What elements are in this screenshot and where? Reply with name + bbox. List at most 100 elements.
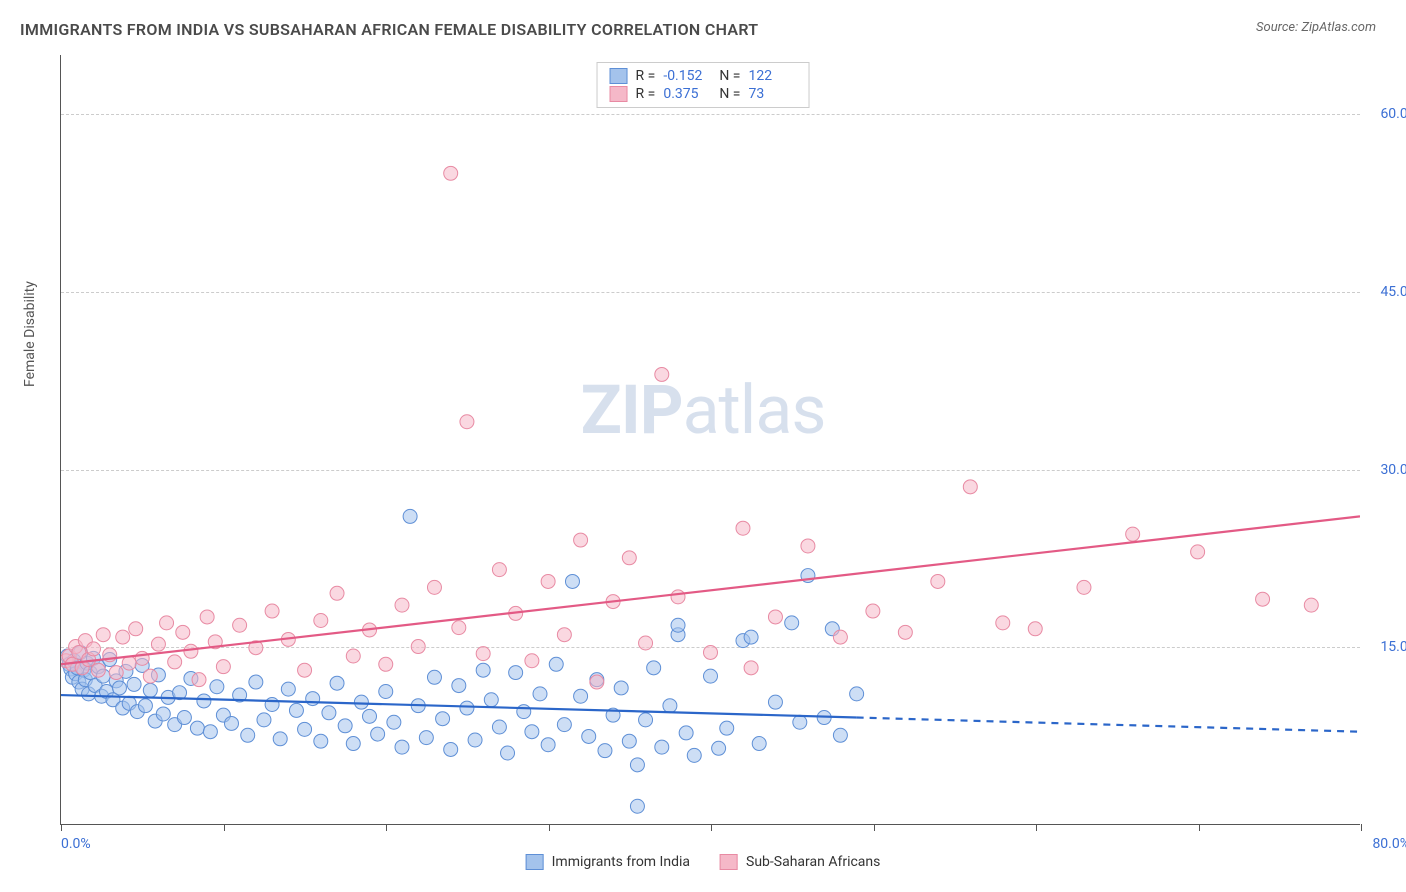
trend-line — [61, 516, 1360, 664]
x-tick — [386, 824, 387, 831]
legend-correlation-box: R =-0.152N =122R =0.375N =73 — [597, 62, 810, 108]
data-point — [395, 740, 409, 754]
data-point — [273, 732, 287, 746]
data-point — [200, 610, 214, 624]
data-point — [346, 649, 360, 663]
data-point — [322, 706, 336, 720]
data-point — [176, 625, 190, 639]
data-point — [143, 669, 157, 683]
y-tick-label: 30.0% — [1380, 462, 1406, 478]
data-point — [314, 734, 328, 748]
y-tick-label: 45.0% — [1380, 284, 1406, 300]
x-tick — [1361, 824, 1362, 831]
data-point — [138, 699, 152, 713]
data-point — [216, 660, 230, 674]
data-point — [768, 610, 782, 624]
r-label: R = — [636, 68, 656, 84]
legend-series: Immigrants from India Sub-Saharan African… — [526, 854, 881, 870]
data-point — [996, 616, 1010, 630]
data-point — [484, 693, 498, 707]
data-point — [109, 666, 123, 680]
data-point — [203, 725, 217, 739]
data-point — [679, 726, 693, 740]
data-point — [533, 687, 547, 701]
legend-swatch — [610, 86, 628, 102]
legend-swatch — [720, 854, 738, 870]
data-point — [444, 742, 458, 756]
data-point — [265, 698, 279, 712]
data-point — [687, 748, 701, 762]
data-point — [233, 618, 247, 632]
data-point — [833, 630, 847, 644]
n-label: N = — [719, 68, 740, 84]
chart-title: IMMIGRANTS FROM INDIA VS SUBSAHARAN AFRI… — [20, 20, 758, 39]
legend-series-item: Sub-Saharan Africans — [720, 854, 880, 870]
legend-series-label: Immigrants from India — [552, 854, 690, 870]
data-point — [143, 683, 157, 697]
data-point — [86, 642, 100, 656]
data-point — [801, 539, 815, 553]
data-point — [112, 681, 126, 695]
data-point — [460, 701, 474, 715]
data-point — [582, 729, 596, 743]
plot-area: 0.0% 80.0% 15.0%30.0%45.0%60.0% — [60, 55, 1360, 825]
data-point — [127, 677, 141, 691]
data-point — [663, 699, 677, 713]
data-point — [630, 799, 644, 813]
data-point — [91, 663, 105, 677]
data-point — [671, 618, 685, 632]
data-point — [736, 521, 750, 535]
data-point — [129, 622, 143, 636]
data-point — [281, 682, 295, 696]
data-point — [363, 709, 377, 723]
data-point — [931, 574, 945, 588]
data-point — [565, 574, 579, 588]
r-value: -0.152 — [663, 68, 711, 84]
data-point — [630, 758, 644, 772]
data-point — [557, 718, 571, 732]
trend-line-extrapolated — [857, 718, 1360, 732]
x-axis-end-label: 80.0% — [1372, 836, 1406, 852]
data-point — [866, 604, 880, 618]
data-point — [1077, 580, 1091, 594]
data-point — [549, 657, 563, 671]
data-point — [622, 551, 636, 565]
data-point — [557, 628, 571, 642]
data-point — [151, 637, 165, 651]
data-point — [379, 685, 393, 699]
data-point — [387, 715, 401, 729]
x-tick — [61, 824, 62, 831]
data-point — [1256, 592, 1270, 606]
data-point — [168, 655, 182, 669]
x-tick — [711, 824, 712, 831]
data-point — [156, 707, 170, 721]
data-point — [768, 695, 782, 709]
data-point — [720, 721, 734, 735]
data-point — [314, 614, 328, 628]
data-point — [330, 676, 344, 690]
data-point — [371, 727, 385, 741]
data-point — [460, 415, 474, 429]
n-label: N = — [719, 86, 740, 102]
data-point — [265, 604, 279, 618]
data-point — [850, 687, 864, 701]
data-point — [598, 744, 612, 758]
chart-svg — [61, 55, 1360, 824]
n-value: 122 — [748, 68, 796, 84]
data-point — [492, 720, 506, 734]
data-point — [574, 533, 588, 547]
data-point — [963, 480, 977, 494]
data-point — [96, 628, 110, 642]
data-point — [338, 719, 352, 733]
data-point — [177, 711, 191, 725]
data-point — [298, 722, 312, 736]
data-point — [744, 661, 758, 675]
data-point — [184, 644, 198, 658]
x-tick — [1199, 824, 1200, 831]
legend-swatch — [610, 68, 628, 84]
data-point — [793, 715, 807, 729]
data-point — [525, 725, 539, 739]
legend-series-label: Sub-Saharan Africans — [746, 854, 880, 870]
data-point — [833, 728, 847, 742]
data-point — [476, 647, 490, 661]
